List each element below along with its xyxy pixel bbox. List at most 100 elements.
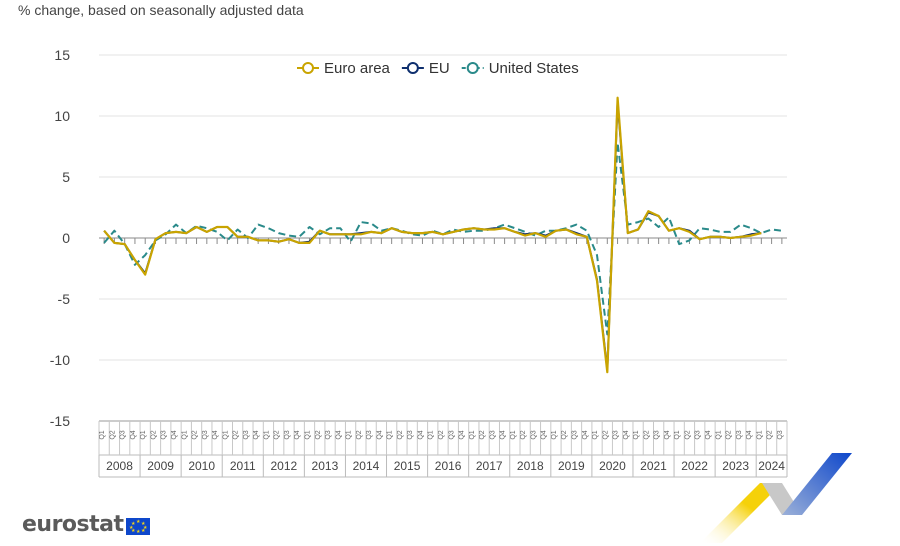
legend-label-united-states: United States [489,60,579,77]
quarter-label: Q3 [489,430,496,439]
legend-marker-euro-area [302,62,314,74]
quarter-label: Q3 [613,430,620,439]
quarter-label: Q2 [767,430,774,439]
quarter-label: Q4 [746,430,753,439]
quarter-label: Q1 [674,430,681,439]
year-label: 2017 [476,459,503,473]
quarter-label: Q4 [541,430,548,439]
year-label: 2015 [394,459,421,473]
eu-flag-icon: ★ ★ ★ ★ ★ ★ ★ ★ [126,518,150,535]
quarter-label: Q1 [222,430,229,439]
year-label: 2023 [722,459,749,473]
quarter-label: Q3 [777,430,784,439]
quarter-label: Q1 [551,430,558,439]
quarter-label: Q3 [366,430,373,439]
quarter-label: Q1 [263,430,270,439]
chart-subtitle: % change, based on seasonally adjusted d… [18,2,304,18]
quarter-label: Q4 [500,430,507,439]
quarter-label: Q4 [664,430,671,439]
quarter-label: Q1 [181,430,188,439]
quarter-label: Q3 [736,430,743,439]
quarter-label: Q4 [459,430,466,439]
year-label: 2013 [312,459,339,473]
decorative-ribbon-graphic [700,453,852,543]
quarter-label: Q2 [397,430,404,439]
quarter-label: Q4 [171,430,178,439]
quarter-label: Q3 [243,430,250,439]
year-label: 2016 [435,459,462,473]
quarter-label: Q1 [346,430,353,439]
legend-marker-united-states [466,62,479,74]
series-line-eu [103,100,762,371]
quarter-label: Q2 [315,430,322,439]
y-tick-label: 5 [62,169,70,185]
quarter-label: Q1 [633,430,640,439]
year-label: 2012 [270,459,297,473]
year-label: 2022 [681,459,708,473]
y-tick-label: -10 [50,352,70,368]
quarter-label: Q3 [407,430,414,439]
y-tick-label: -5 [58,291,71,307]
series-lines [103,96,783,374]
quarter-label: Q4 [294,430,301,439]
quarter-label: Q4 [253,430,260,439]
legend-marker-eu [406,62,419,74]
y-tick-label: 10 [54,108,70,124]
quarter-label: Q2 [561,430,568,439]
legend-label-eu: EU [429,60,450,77]
y-tick-label: 0 [62,230,70,246]
year-label: 2011 [230,459,256,473]
quarter-label: Q2 [726,430,733,439]
quarter-label: Q1 [715,430,722,439]
legend: Euro area EU United States [297,60,579,77]
quarter-label: Q4 [582,430,589,439]
legend-label-euro-area: Euro area [324,60,391,77]
quarter-label: Q1 [469,430,476,439]
quarter-label: Q3 [202,430,209,439]
year-label: 2008 [106,459,133,473]
quarter-label: Q3 [120,430,127,439]
quarter-label: Q2 [684,430,691,439]
x-axis: Q1 Q2 Q3 Q4 Q1 Q2 Q3 Q4 Q1 Q2 Q3 Q4 Q1 Q2 Q3 Q4 Q1 Q2 Q3 Q4… [98,420,788,478]
quarter-label: Q1 [99,430,106,439]
quarter-label: Q2 [150,430,157,439]
quarter-label: Q3 [448,430,455,439]
quarter-label: Q3 [695,430,702,439]
quarter-label: Q1 [305,430,312,439]
quarter-label: Q3 [530,430,537,439]
quarter-label: Q4 [335,430,342,439]
quarter-label: Q4 [212,430,219,439]
quarter-label: Q3 [284,430,291,439]
quarter-label: Q2 [192,430,199,439]
year-label: 2019 [558,459,585,473]
quarter-label: Q2 [602,430,609,439]
quarter-label: Q2 [438,430,445,439]
year-label: 2009 [147,459,174,473]
year-label: 2021 [640,459,667,473]
quarter-label: Q3 [654,430,661,439]
grid-lines [99,54,787,422]
quarter-label: Q2 [643,430,650,439]
year-label: 2018 [517,459,544,473]
quarter-label: Q1 [140,430,147,439]
year-label: 2020 [599,459,626,473]
y-tick-label: 15 [54,47,70,63]
quarter-label: Q3 [325,430,332,439]
quarter-label: Q4 [623,430,630,439]
quarter-label: Q3 [571,430,578,439]
quarter-label: Q4 [376,430,383,439]
quarter-label: Q1 [756,430,763,439]
y-tick-label: -15 [50,413,70,429]
eurostat-logo: eurostat [22,512,124,537]
series-line-euro-area [103,96,762,374]
quarter-label: Q1 [387,430,394,439]
quarter-label: Q4 [705,430,712,439]
y-axis-ticks: -15 -10 -5 0 5 10 15 [50,47,70,429]
quarter-label: Q2 [109,430,116,439]
quarter-label: Q2 [356,430,363,439]
quarter-label: Q2 [274,430,281,439]
quarter-label: Q2 [233,430,240,439]
quarter-label: Q1 [510,430,517,439]
quarter-label: Q4 [130,430,137,439]
quarter-label: Q2 [479,430,486,439]
